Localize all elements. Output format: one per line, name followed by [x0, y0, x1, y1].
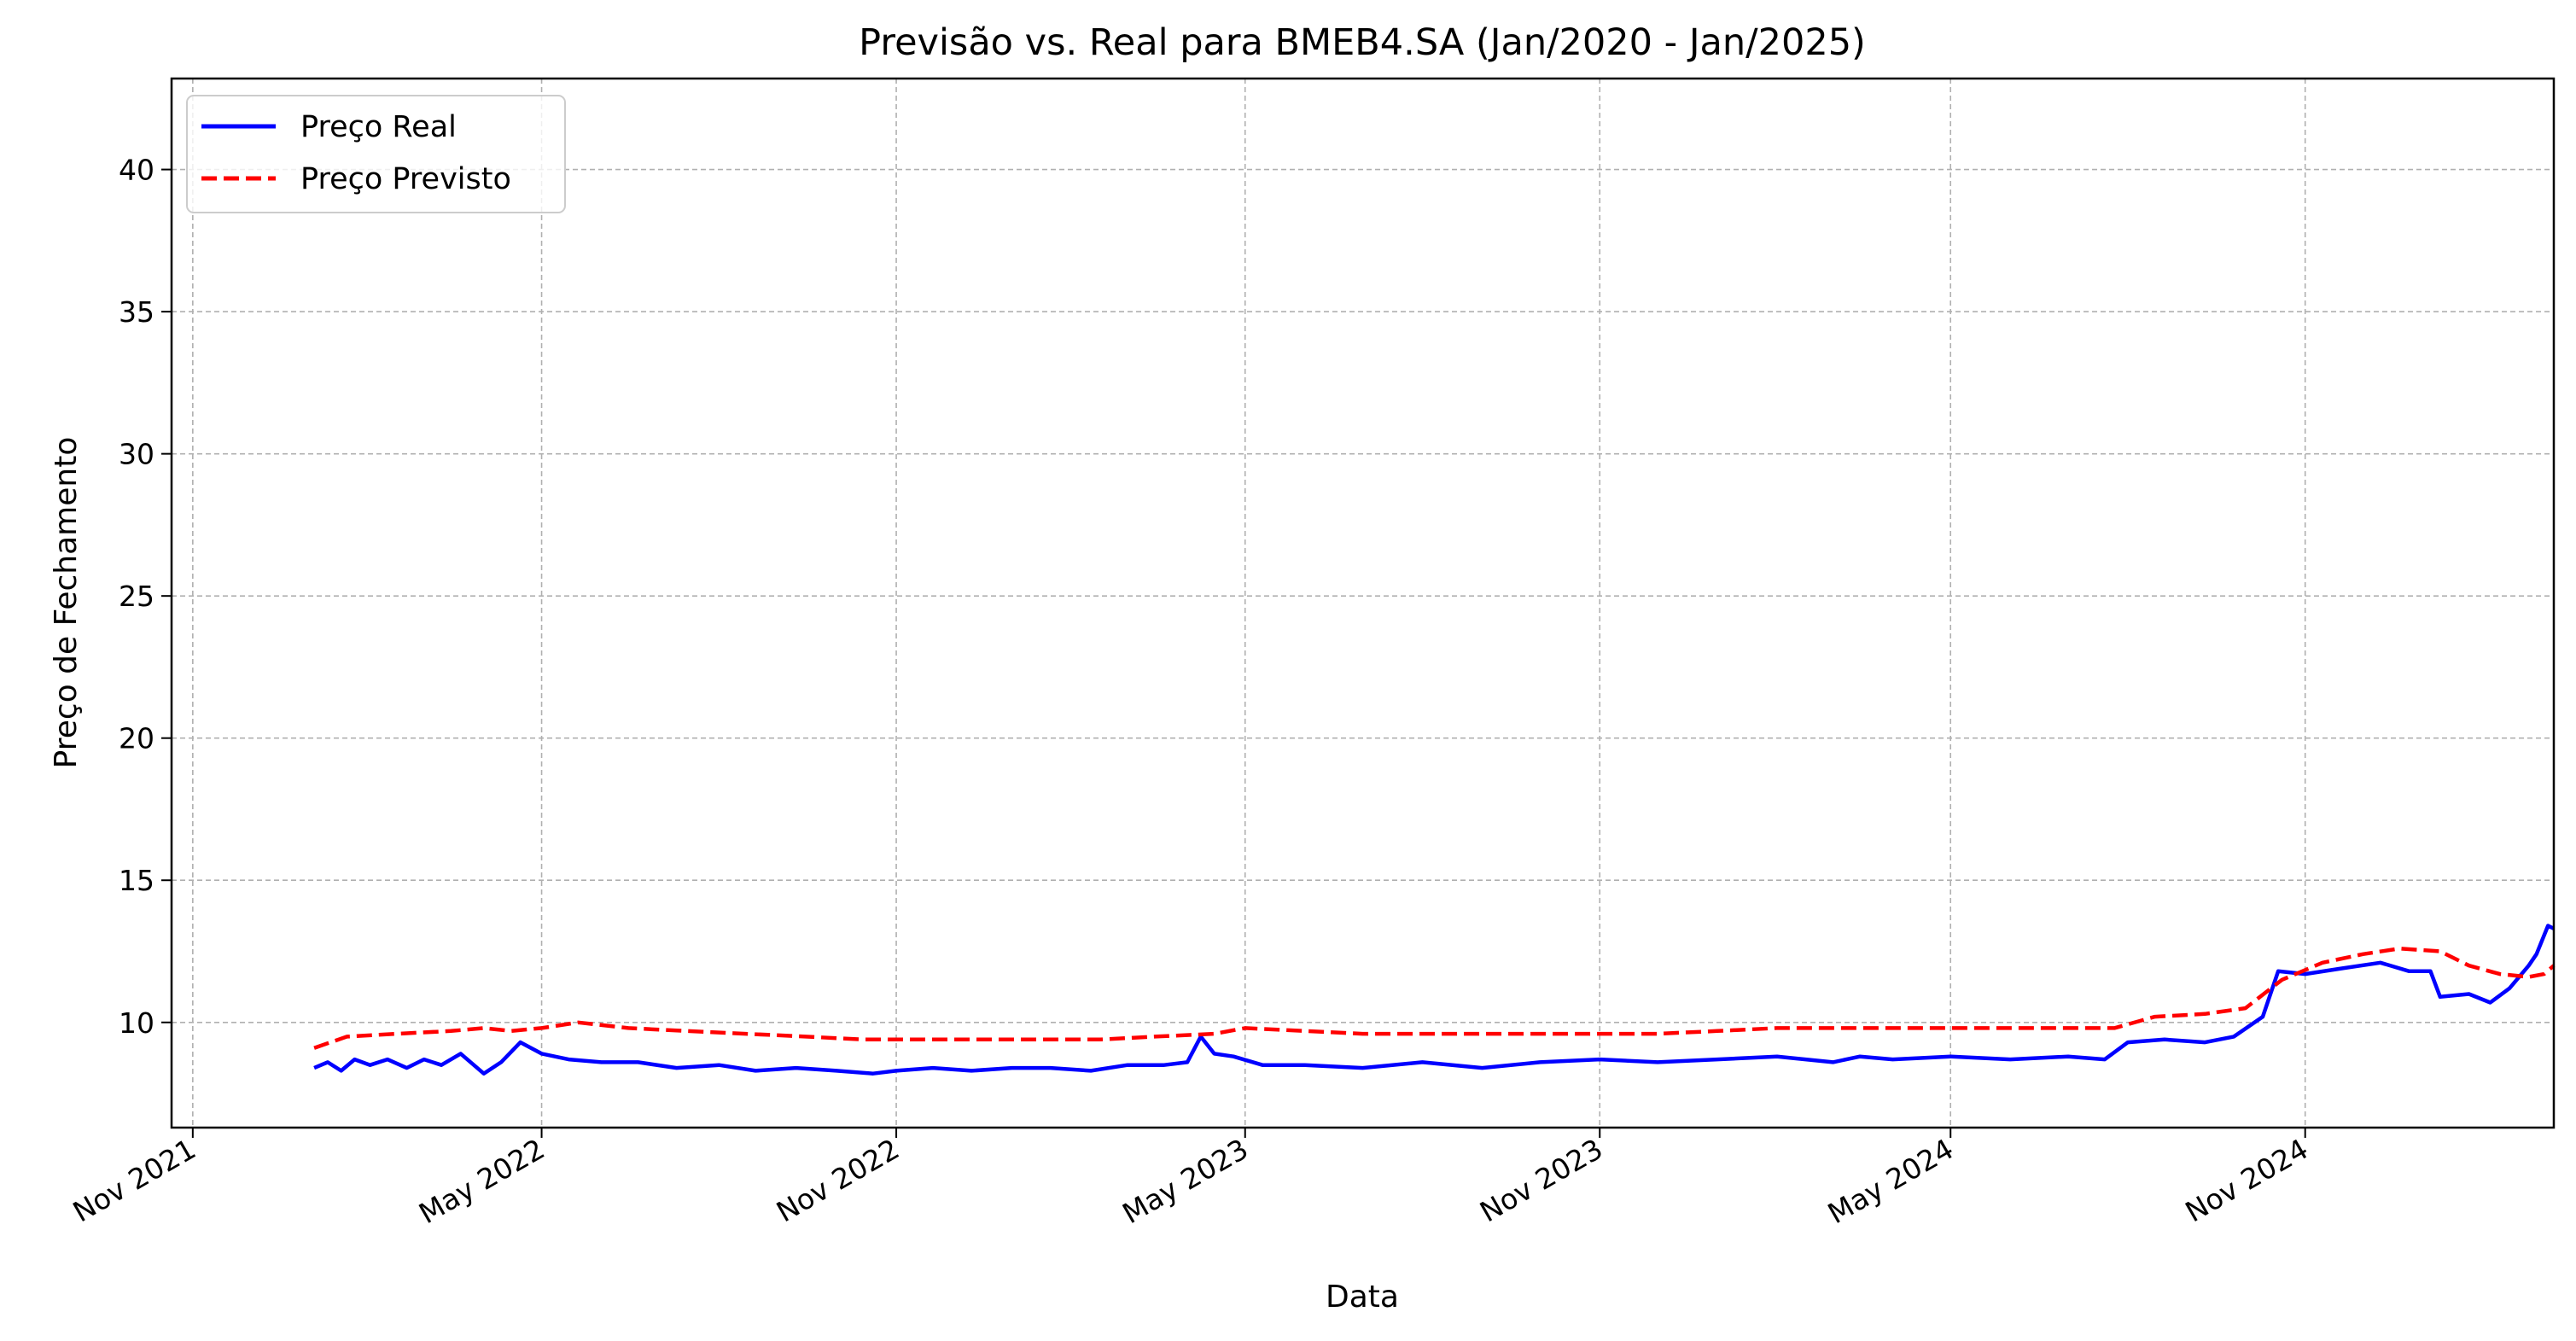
series-line-preco-previsto: [313, 946, 2556, 1050]
series-line-preco-real: [313, 924, 2556, 1076]
plot-area-frame: [170, 77, 2556, 1129]
series-lines: [313, 924, 2556, 1076]
y-tick-label: 10: [119, 1006, 154, 1040]
y-axis-title: Preço de Fechamento: [49, 437, 84, 769]
y-tick-label: 25: [119, 580, 154, 613]
y-tick-label: 20: [119, 722, 154, 755]
y-tick-label: 15: [119, 864, 154, 897]
legend-box: [186, 95, 566, 213]
legend-label-preco-real: Preço Real: [300, 110, 457, 144]
y-tick-label: 35: [119, 295, 154, 329]
y-axis-ticks: 10 15 20 25 30 35 40: [119, 154, 172, 1040]
x-axis-title: Data: [1326, 1280, 1399, 1315]
y-tick-label: 40: [119, 154, 154, 187]
legend: Preço Real Preço Previsto: [186, 95, 566, 213]
chart-title: Previsão vs. Real para BMEB4.SA (Jan/202…: [859, 21, 1866, 64]
y-tick-label: 30: [119, 438, 154, 471]
legend-label-preco-previsto: Preço Previsto: [300, 162, 511, 196]
